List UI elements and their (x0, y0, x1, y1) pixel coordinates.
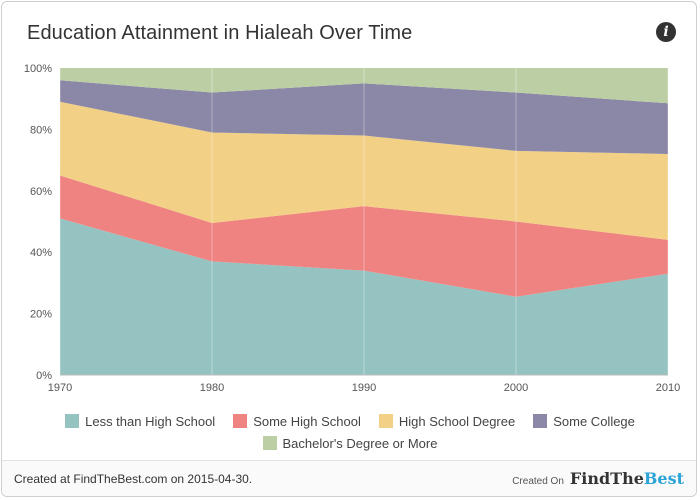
area-series-4 (60, 68, 668, 104)
legend-item[interactable]: Some High School (233, 414, 361, 429)
legend-swatch (378, 414, 393, 428)
created-on-label: Created On (512, 476, 564, 487)
legend-item[interactable]: Less than High School (65, 414, 215, 429)
chart-title: Education Attainment in Hialeah Over Tim… (27, 22, 413, 44)
legend-label: Some High School (253, 413, 361, 429)
legend-row: Bachelor's Degree or More (2, 432, 696, 454)
x-tick-label: 2000 (504, 382, 528, 394)
created-text: Created at FindTheBest.com on 2015-04-30… (14, 472, 253, 486)
chart-legend: Less than High School Some High School Hig… (2, 410, 696, 454)
legend-label: Some College (553, 413, 635, 429)
area-series-2 (60, 101, 668, 240)
legend-item[interactable]: Some College (533, 414, 635, 429)
info-icon[interactable]: i (656, 22, 676, 42)
x-tick-label: 1980 (200, 382, 224, 394)
brand-logo[interactable]: FindTheBest (570, 469, 684, 488)
y-tick-label: 80% (30, 124, 52, 136)
legend-row: Less than High School Some High School Hig… (2, 410, 696, 432)
x-tick-label: 2010 (656, 382, 680, 394)
y-tick-label: 40% (30, 247, 52, 259)
y-tick-label: 60% (30, 186, 52, 198)
brand-accent: Best (643, 469, 684, 488)
legend-swatch (533, 414, 548, 428)
legend-label: High School Degree (398, 413, 516, 429)
area-series-3 (60, 80, 668, 154)
legend-item[interactable]: Bachelor's Degree or More (262, 435, 438, 451)
brand-main: FindThe (569, 469, 644, 488)
legend-item[interactable]: High School Degree (378, 413, 516, 429)
legend-label: Less than High School (85, 413, 216, 429)
x-tick-label: 1990 (352, 382, 376, 394)
y-tick-label: 20% (30, 309, 52, 321)
area-series-1 (60, 175, 668, 297)
legend-swatch (65, 414, 80, 428)
x-tick-label: 1970 (48, 382, 72, 394)
footer: Created at FindTheBest.com on 2015-04-30… (2, 460, 696, 496)
y-tick-label: 100% (24, 63, 52, 75)
area-chart: 0% 20% 40% 60% 80% 100% 1970 1980 1990 2000 2010 (24, 63, 680, 394)
legend-swatch (233, 414, 248, 428)
area-series-0 (60, 218, 668, 375)
y-tick-label: 0% (36, 370, 52, 382)
legend-swatch (262, 436, 277, 450)
legend-label: Bachelor's Degree or More (282, 435, 438, 451)
brand-block[interactable]: Created On FindTheBest (512, 469, 684, 488)
